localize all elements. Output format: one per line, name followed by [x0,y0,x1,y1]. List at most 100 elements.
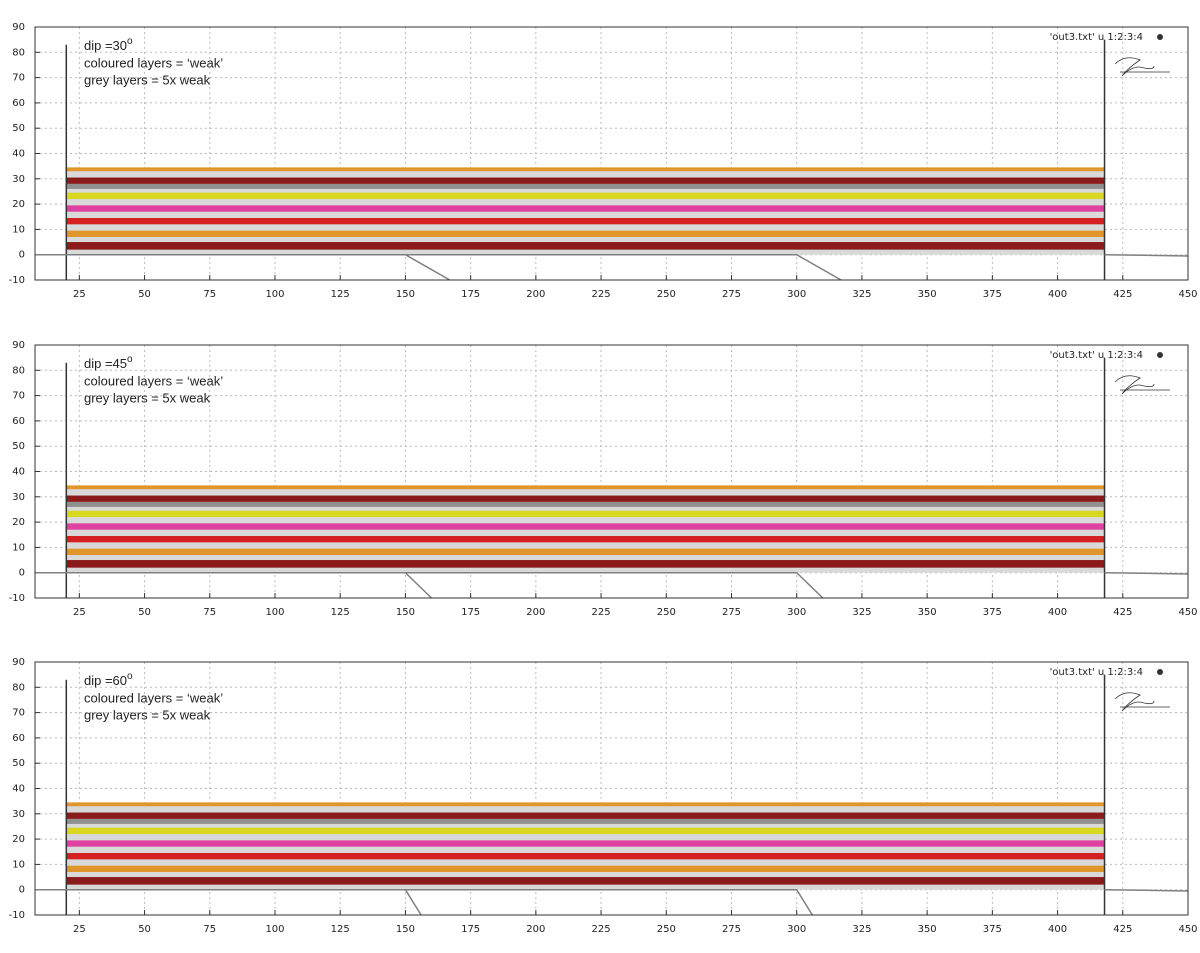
layer [66,205,1105,212]
layer [66,177,1105,184]
annotation: coloured layers = ‘weak’ [84,55,223,70]
y-tick-label: 70 [12,73,25,84]
boundary-line [405,253,842,281]
x-tick-label: 225 [592,924,611,935]
x-tick-label: 325 [852,924,871,935]
x-tick-label: 200 [526,289,545,300]
y-tick-label: 70 [12,391,25,402]
layer [66,840,1105,847]
x-tick-label: 125 [331,924,350,935]
annotation-text: dip =30 [84,38,127,53]
x-tick-label: 150 [396,289,415,300]
x-tick-label: 300 [787,607,806,618]
x-tick-label: 275 [722,607,741,618]
y-tick-label: 30 [12,492,25,503]
x-tick-label: 225 [592,289,611,300]
y-tick-label: 10 [12,859,25,870]
x-tick-label: 275 [722,289,741,300]
layer [66,167,1105,172]
layer [66,827,1105,835]
layer [66,812,1105,819]
chart-panel: -10 0 10 20 30 40 50 60 70 80 90 25 50 75 100 125 150 175… [9,340,1198,618]
boundary-line [1104,571,1189,575]
legend-marker [1157,34,1163,40]
x-tick-label: 25 [73,607,86,618]
x-tick-label: 400 [1048,289,1067,300]
y-tick-label: 70 [12,708,25,719]
annotation: dip =45o [84,354,133,372]
boundary-line [405,571,824,599]
y-tick-label: 80 [12,47,25,58]
x-tick-label: 425 [1113,607,1132,618]
x-tick-label: 325 [852,607,871,618]
y-tick-label: 0 [19,568,25,579]
y-tick-label: 60 [12,733,25,744]
annotation: dip =60o [84,671,133,689]
y-tick-label: 80 [12,365,25,376]
boundary-line [1104,888,1189,892]
layer [66,523,1105,530]
x-tick-label: 375 [983,924,1002,935]
x-tick-label: 350 [918,607,937,618]
layer [66,853,1105,860]
chart-panel: -10 0 10 20 30 40 50 60 70 80 90 25 50 75 100 125 150 175… [9,657,1198,935]
layer [66,802,1105,807]
y-tick-label: 10 [12,542,25,553]
x-tick-label: 425 [1113,289,1132,300]
annotation-superscript: o [127,36,133,47]
layer [66,560,1105,568]
x-tick-label: 175 [461,289,480,300]
layer [66,230,1105,237]
x-tick-label: 50 [138,924,151,935]
y-tick-label: 40 [12,467,25,478]
layer [66,485,1105,490]
boundary-line [405,888,813,916]
x-tick-label: 75 [203,924,216,935]
y-tick-label: 50 [12,441,25,452]
x-tick-label: 100 [265,289,284,300]
x-tick-label: 25 [73,924,86,935]
x-tick-label: 325 [852,289,871,300]
y-tick-label: 50 [12,123,25,134]
x-tick-label: 150 [396,607,415,618]
y-tick-label: -10 [9,275,25,286]
y-tick-label: 20 [12,199,25,210]
boundary-line [35,571,433,599]
signature [1114,57,1170,77]
x-tick-label: 450 [1178,607,1197,618]
y-tick-label: 80 [12,682,25,693]
layer [66,548,1105,555]
y-tick-label: 60 [12,98,25,109]
y-tick-label: 40 [12,149,25,160]
x-tick-label: 200 [526,924,545,935]
annotation-text: dip =45 [84,356,127,371]
legend-marker [1157,669,1163,675]
plot-border [34,344,1189,599]
layer [66,536,1105,543]
annotation: coloured layers = ‘weak’ [84,690,223,705]
plot-border [34,26,1189,281]
x-tick-label: 250 [657,289,676,300]
layer [66,495,1105,502]
y-tick-label: 0 [19,250,25,261]
x-tick-label: 300 [787,289,806,300]
plot-border [34,661,1189,916]
x-tick-label: 250 [657,607,676,618]
x-tick-label: 125 [331,607,350,618]
layer [66,218,1105,225]
layer [66,510,1105,518]
y-tick-label: -10 [9,593,25,604]
x-tick-label: 100 [265,607,284,618]
x-tick-label: 175 [461,607,480,618]
layer [66,865,1105,872]
y-tick-label: 90 [12,657,25,668]
x-tick-label: 400 [1048,607,1067,618]
x-tick-label: 50 [138,289,151,300]
y-tick-label: 50 [12,758,25,769]
x-tick-label: 275 [722,924,741,935]
x-tick-label: 350 [918,924,937,935]
legend-label: 'out3.txt' u 1:2:3:4 [1050,350,1143,361]
x-tick-label: 300 [787,924,806,935]
annotation: grey layers = 5x weak [84,707,211,722]
